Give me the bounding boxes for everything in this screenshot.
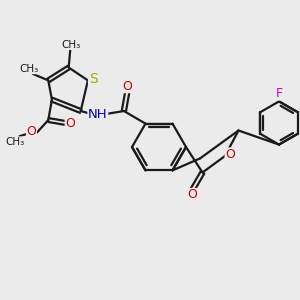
- Text: S: S: [88, 72, 98, 86]
- Text: F: F: [275, 87, 283, 100]
- Text: O: O: [65, 117, 75, 130]
- Text: O: O: [187, 188, 197, 202]
- Text: NH: NH: [88, 107, 108, 121]
- Text: CH₃: CH₃: [20, 64, 39, 74]
- Text: CH₃: CH₃: [5, 136, 25, 147]
- Text: O: O: [123, 80, 132, 93]
- Text: O: O: [225, 148, 235, 161]
- Text: CH₃: CH₃: [61, 40, 80, 50]
- Text: O: O: [27, 125, 36, 138]
